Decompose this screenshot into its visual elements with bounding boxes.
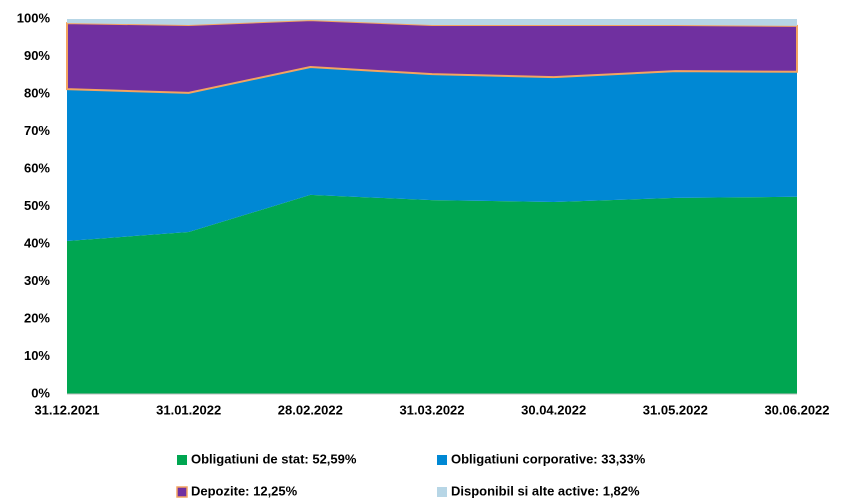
legend-swatch — [437, 487, 447, 497]
y-tick-label: 50% — [24, 198, 50, 213]
x-tick-label: 31.05.2022 — [643, 402, 708, 417]
y-tick-label: 30% — [24, 273, 50, 288]
legend-swatch — [177, 455, 187, 465]
area — [67, 67, 797, 241]
x-tick-label: 31.03.2022 — [399, 402, 464, 417]
legend-swatch — [176, 486, 188, 498]
y-tick-label: 40% — [24, 235, 50, 250]
x-tick-label: 30.06.2022 — [764, 402, 829, 417]
x-tick-label: 31.01.2022 — [156, 402, 221, 417]
y-tick-label: 100% — [17, 10, 51, 25]
y-tick-label: 0% — [31, 385, 50, 400]
area — [67, 19, 797, 26]
x-tick-label: 28.02.2022 — [278, 402, 343, 417]
y-tick-label: 70% — [24, 123, 50, 138]
y-tick-label: 90% — [24, 48, 50, 63]
y-tick-label: 80% — [24, 85, 50, 100]
y-tick-label: 20% — [24, 310, 50, 325]
y-tick-label: 60% — [24, 160, 50, 175]
y-tick-label: 10% — [24, 348, 50, 363]
x-tick-label: 30.04.2022 — [521, 402, 586, 417]
legend-label: Obligatiuni de stat: 52,59% — [191, 451, 357, 466]
legend-label: Depozite: 12,25% — [191, 483, 298, 498]
x-tick-label: 31.12.2021 — [34, 402, 99, 417]
legend-swatch — [437, 455, 447, 465]
legend-label: Disponibil si alte active: 1,82% — [451, 483, 640, 498]
legend-label: Obligatiuni corporative: 33,33% — [451, 451, 646, 466]
area — [66, 19, 798, 94]
area — [67, 194, 797, 394]
